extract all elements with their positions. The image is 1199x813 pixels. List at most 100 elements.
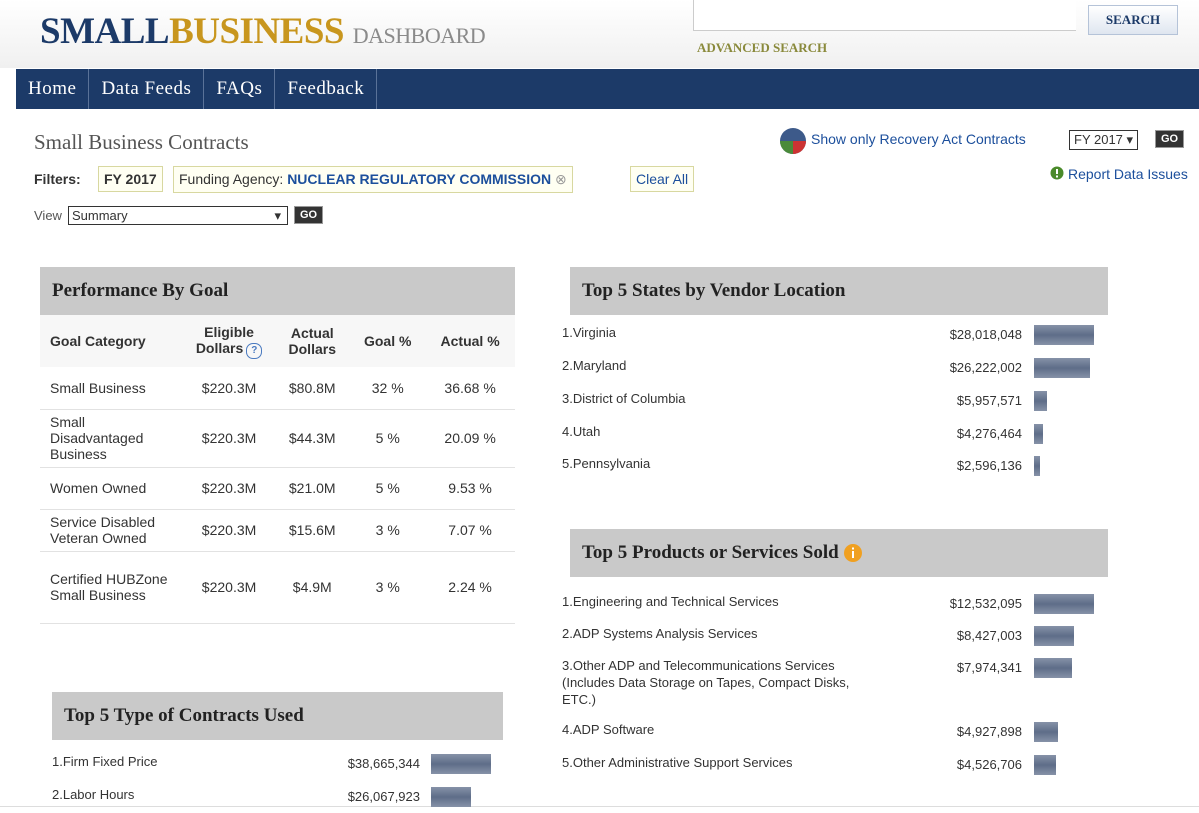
go-button[interactable]: GO bbox=[1155, 130, 1185, 148]
report-link[interactable]: Report Data Issues bbox=[1068, 166, 1188, 182]
table-cell: 36.68 % bbox=[425, 367, 515, 410]
list-bar bbox=[1034, 456, 1040, 476]
list-amount: $38,665,344 bbox=[347, 756, 420, 771]
column-header: Actual Dollars bbox=[274, 315, 350, 367]
column-header: Goal Category bbox=[40, 315, 184, 367]
list-amount: $2,596,136 bbox=[956, 458, 1022, 473]
list-label: 5.Pennsylvania bbox=[562, 456, 651, 471]
table-row: Small Disadvantaged Business $220.3M $44.3… bbox=[40, 409, 515, 468]
list-bar bbox=[1034, 626, 1075, 646]
list-amount: $8,427,003 bbox=[956, 628, 1022, 643]
list-label: 1.Firm Fixed Price bbox=[52, 754, 158, 769]
clear-all[interactable]: Clear All bbox=[630, 166, 695, 192]
table-cell: $4.9M bbox=[274, 551, 351, 624]
divider bbox=[0, 806, 1199, 807]
view-go[interactable]: GO bbox=[294, 206, 324, 224]
performance-table: Goal Category Eligible Dollars? Actual Dol… bbox=[40, 315, 515, 624]
view-label: View bbox=[34, 208, 62, 223]
column-header-text: Goal Category bbox=[50, 333, 146, 349]
table-cell: $220.3M bbox=[183, 509, 275, 552]
list-amount: $4,526,706 bbox=[956, 757, 1022, 772]
table-cell: 3 % bbox=[350, 551, 426, 624]
table-cell: $80.8M bbox=[274, 367, 351, 410]
logo[interactable]: SMALLBUSINESS DASHBOARD bbox=[40, 10, 486, 53]
nav-item[interactable]: Data Feeds bbox=[89, 69, 205, 109]
table-cell: 3 % bbox=[350, 509, 426, 552]
table-cell: 32 % bbox=[350, 367, 426, 410]
states-title: Top 5 States by Vendor Location bbox=[570, 267, 1108, 315]
table-cell: 9.53 % bbox=[425, 467, 515, 510]
info-icon[interactable] bbox=[843, 543, 863, 563]
filter-agency-label: Funding Agency: bbox=[179, 171, 284, 187]
table-row: Certified HUBZone Small Business $220.3M $… bbox=[40, 551, 515, 624]
list-amount: $28,018,048 bbox=[949, 327, 1022, 342]
list-amount: $12,532,095 bbox=[949, 596, 1022, 611]
recovery-link[interactable]: Show only Recovery Act Contracts bbox=[811, 131, 1026, 147]
table-cell: 7.07 % bbox=[425, 509, 515, 552]
table-cell: Service Disabled Veteran Owned bbox=[40, 509, 184, 552]
table-cell: $220.3M bbox=[183, 551, 275, 624]
table-cell: $15.6M bbox=[274, 509, 351, 552]
list-label: 2.ADP Systems Analysis Services bbox=[562, 626, 758, 641]
logo-dashboard: DASHBOARD bbox=[352, 23, 486, 48]
advanced-search[interactable]: ADVANCED SEARCH bbox=[697, 40, 828, 55]
header-row: Goal Category Eligible Dollars? Actual Dol… bbox=[40, 315, 515, 367]
column-header: Eligible Dollars? bbox=[184, 315, 274, 367]
nav-item[interactable]: FAQs bbox=[204, 69, 276, 109]
table-row: Service Disabled Veteran Owned $220.3M $15… bbox=[40, 509, 515, 552]
column-header-text: Actual % bbox=[440, 333, 500, 349]
table-cell: 5 % bbox=[350, 409, 426, 468]
fiscal-year-select[interactable]: FY 2017 ▾ bbox=[1069, 130, 1139, 150]
list-amount: $26,222,002 bbox=[949, 360, 1022, 375]
search-input[interactable] bbox=[693, 0, 1076, 31]
list-amount: $4,927,898 bbox=[956, 724, 1022, 739]
list-label: 4.ADP Software bbox=[562, 722, 655, 737]
table-cell: Women Owned bbox=[40, 467, 184, 510]
table-cell: Certified HUBZone Small Business bbox=[40, 551, 184, 624]
table-cell: $21.0M bbox=[274, 467, 351, 510]
nav-item[interactable]: Feedback bbox=[275, 69, 378, 109]
table-row: Small Business $220.3M $80.8M 32 % 36.68 % bbox=[40, 367, 515, 410]
list-bar bbox=[1034, 722, 1058, 742]
products-title: Top 5 Products or Services Sold bbox=[570, 529, 1108, 577]
products-title-text: Top 5 Products or Services Sold bbox=[582, 542, 839, 563]
filters-label: Filters: bbox=[34, 171, 81, 187]
list-bar bbox=[431, 754, 491, 774]
list-label: 3.District of Columbia bbox=[562, 391, 686, 406]
list-bar bbox=[1034, 325, 1094, 345]
logo-small: SMALL bbox=[40, 11, 170, 52]
logo-business: BUSINESS bbox=[169, 11, 345, 52]
table-cell: $44.3M bbox=[274, 409, 351, 468]
list-label: 2.Maryland bbox=[562, 358, 627, 373]
recovery-icon bbox=[780, 128, 806, 154]
table-cell: 2.24 % bbox=[425, 551, 515, 624]
report-icon bbox=[1050, 166, 1064, 180]
table-cell: 20.09 % bbox=[425, 409, 515, 468]
table-cell: $220.3M bbox=[183, 409, 275, 468]
list-label: 2.Labor Hours bbox=[52, 787, 135, 802]
list-amount: $26,067,923 bbox=[347, 789, 420, 804]
filter-fy: FY 2017 bbox=[98, 166, 163, 192]
view-select[interactable]: Summary ▾ bbox=[68, 206, 288, 225]
table-row: Women Owned $220.3M $21.0M 5 % 9.53 % bbox=[40, 467, 515, 510]
table-cell: Small Disadvantaged Business bbox=[40, 409, 184, 468]
column-header: Goal % bbox=[350, 315, 425, 367]
table-cell: $220.3M bbox=[183, 367, 275, 410]
view-select-value: Summary bbox=[72, 208, 128, 223]
list-bar bbox=[1034, 755, 1056, 775]
filter-agency[interactable]: Funding Agency: NUCLEAR REGULATORY COMMI… bbox=[173, 166, 573, 193]
search-button[interactable]: SEARCH bbox=[1088, 5, 1178, 35]
help-icon: ? bbox=[246, 342, 263, 359]
table-cell: Small Business bbox=[40, 367, 184, 410]
list-amount: $5,957,571 bbox=[956, 393, 1022, 408]
filter-agency-value: NUCLEAR REGULATORY COMMISSION bbox=[287, 171, 552, 187]
page-title: Small Business Contracts bbox=[34, 130, 249, 154]
list-bar bbox=[1034, 391, 1047, 411]
list-label: 3.Other ADP and Telecommunications Servi… bbox=[562, 658, 850, 707]
column-header-text: Actual Dollars bbox=[288, 325, 336, 357]
list-amount: $7,974,341 bbox=[956, 660, 1022, 675]
nav-item[interactable]: Home bbox=[16, 69, 90, 109]
column-header-text: Eligible Dollars bbox=[195, 323, 254, 356]
list-bar bbox=[1034, 658, 1073, 678]
